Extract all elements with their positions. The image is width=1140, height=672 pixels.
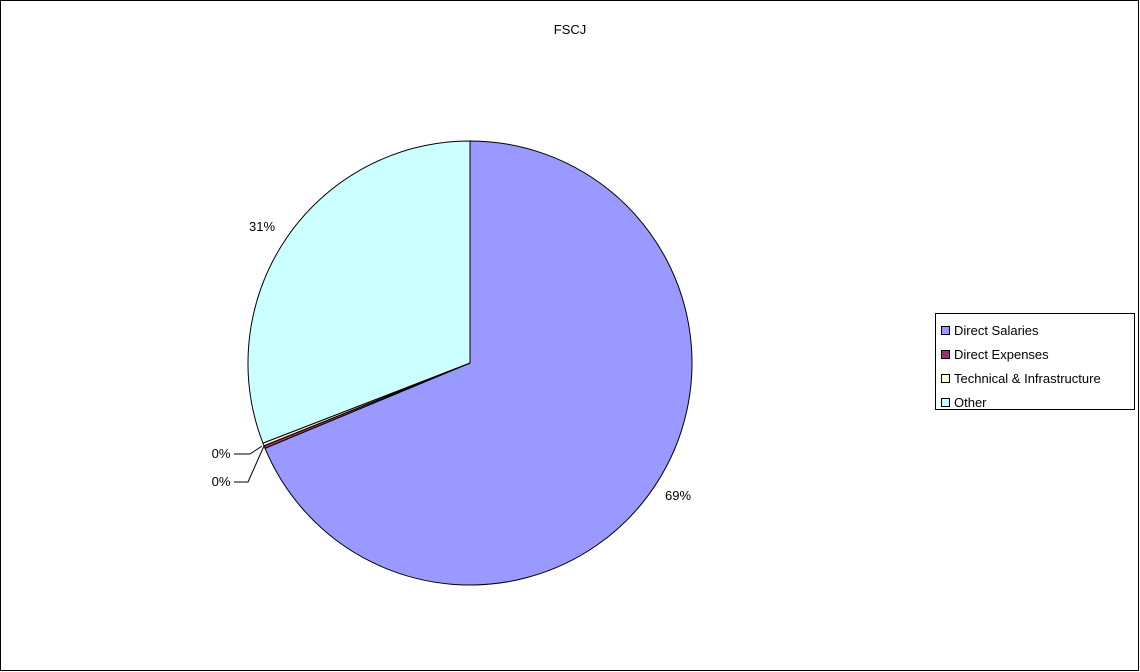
leader-line-2: [234, 445, 265, 483]
legend-item-3: Other: [936, 390, 1134, 414]
leader-line-1: [234, 445, 263, 455]
legend-label-1: Direct Expenses: [954, 346, 1049, 362]
chart-title: FSCJ: [553, 22, 587, 37]
legend-item-2: Technical & Infrastructure: [936, 366, 1134, 390]
legend-label-2: Technical & Infrastructure: [954, 370, 1101, 386]
legend-label-3: Other: [954, 394, 987, 410]
legend-swatch-0: [941, 325, 950, 335]
legend-swatch-2: [941, 373, 950, 383]
legend-item-1: Direct Expenses: [936, 342, 1134, 366]
data-label-1: 0%: [212, 446, 231, 461]
pie-slice-3: [247, 140, 471, 444]
legend-item-0: Direct Salaries: [936, 318, 1134, 342]
pie-slice-0: [264, 140, 693, 586]
data-label-0: 69%: [665, 488, 691, 503]
legend-swatch-1: [941, 349, 950, 359]
legend: Direct Salaries Direct Expenses Technical …: [935, 313, 1135, 410]
legend-swatch-3: [941, 397, 950, 407]
data-label-2: 0%: [212, 474, 231, 489]
legend-label-0: Direct Salaries: [954, 322, 1039, 338]
data-label-3: 31%: [249, 219, 275, 234]
